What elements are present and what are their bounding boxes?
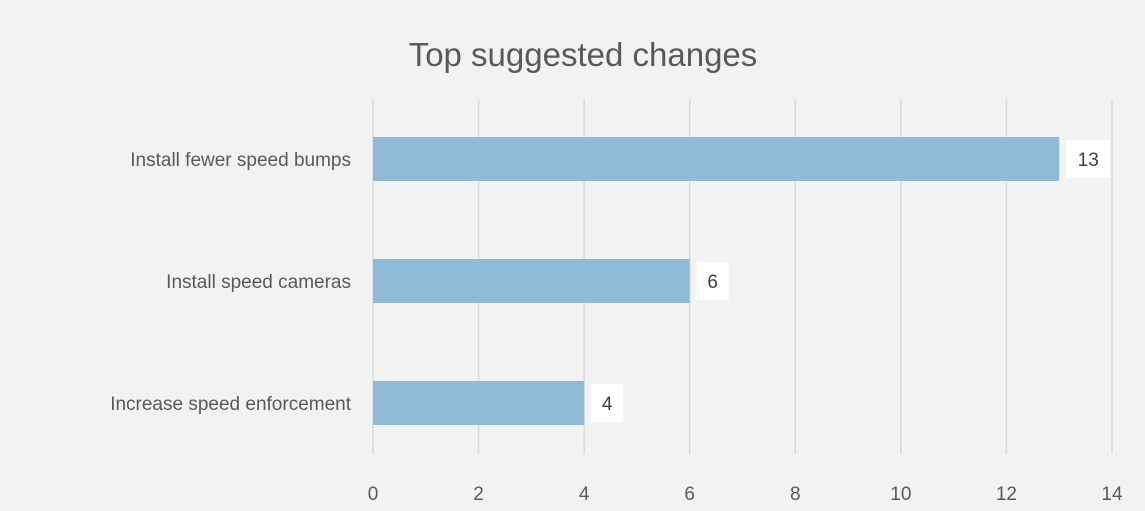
bar [373,137,1060,181]
data-label-value: 6 [707,272,718,293]
x-tick-label: 6 [684,484,695,505]
data-label: 13 [1066,140,1111,178]
data-label-value: 4 [602,394,613,415]
data-labels: 13 6 4 [591,140,1111,422]
x-tick-label: 12 [996,484,1017,505]
data-label-value: 13 [1078,150,1099,171]
category-label: Install fewer speed bumps [130,150,351,171]
category-labels: Install fewer speed bumps Install speed c… [110,150,352,415]
data-label-box [696,262,729,300]
chart-title: Top suggested changes [409,36,758,73]
data-label-box [591,384,624,422]
x-tick-label: 2 [473,484,484,505]
data-label-box [1066,140,1111,178]
category-label: Install speed cameras [166,272,351,293]
x-tick-label: 14 [1101,484,1123,505]
x-tick-label: 10 [890,484,911,505]
data-label: 4 [591,384,624,422]
bars [373,137,1060,425]
data-label: 6 [696,262,729,300]
x-axis-tick-labels: 0 2 4 6 8 10 12 14 [368,484,1123,505]
bar [373,381,585,425]
x-tick-label: 0 [368,484,379,505]
x-tick-label: 4 [579,484,590,505]
x-tick-label: 8 [790,484,801,505]
bar [373,259,690,303]
category-label: Increase speed enforcement [110,394,352,415]
